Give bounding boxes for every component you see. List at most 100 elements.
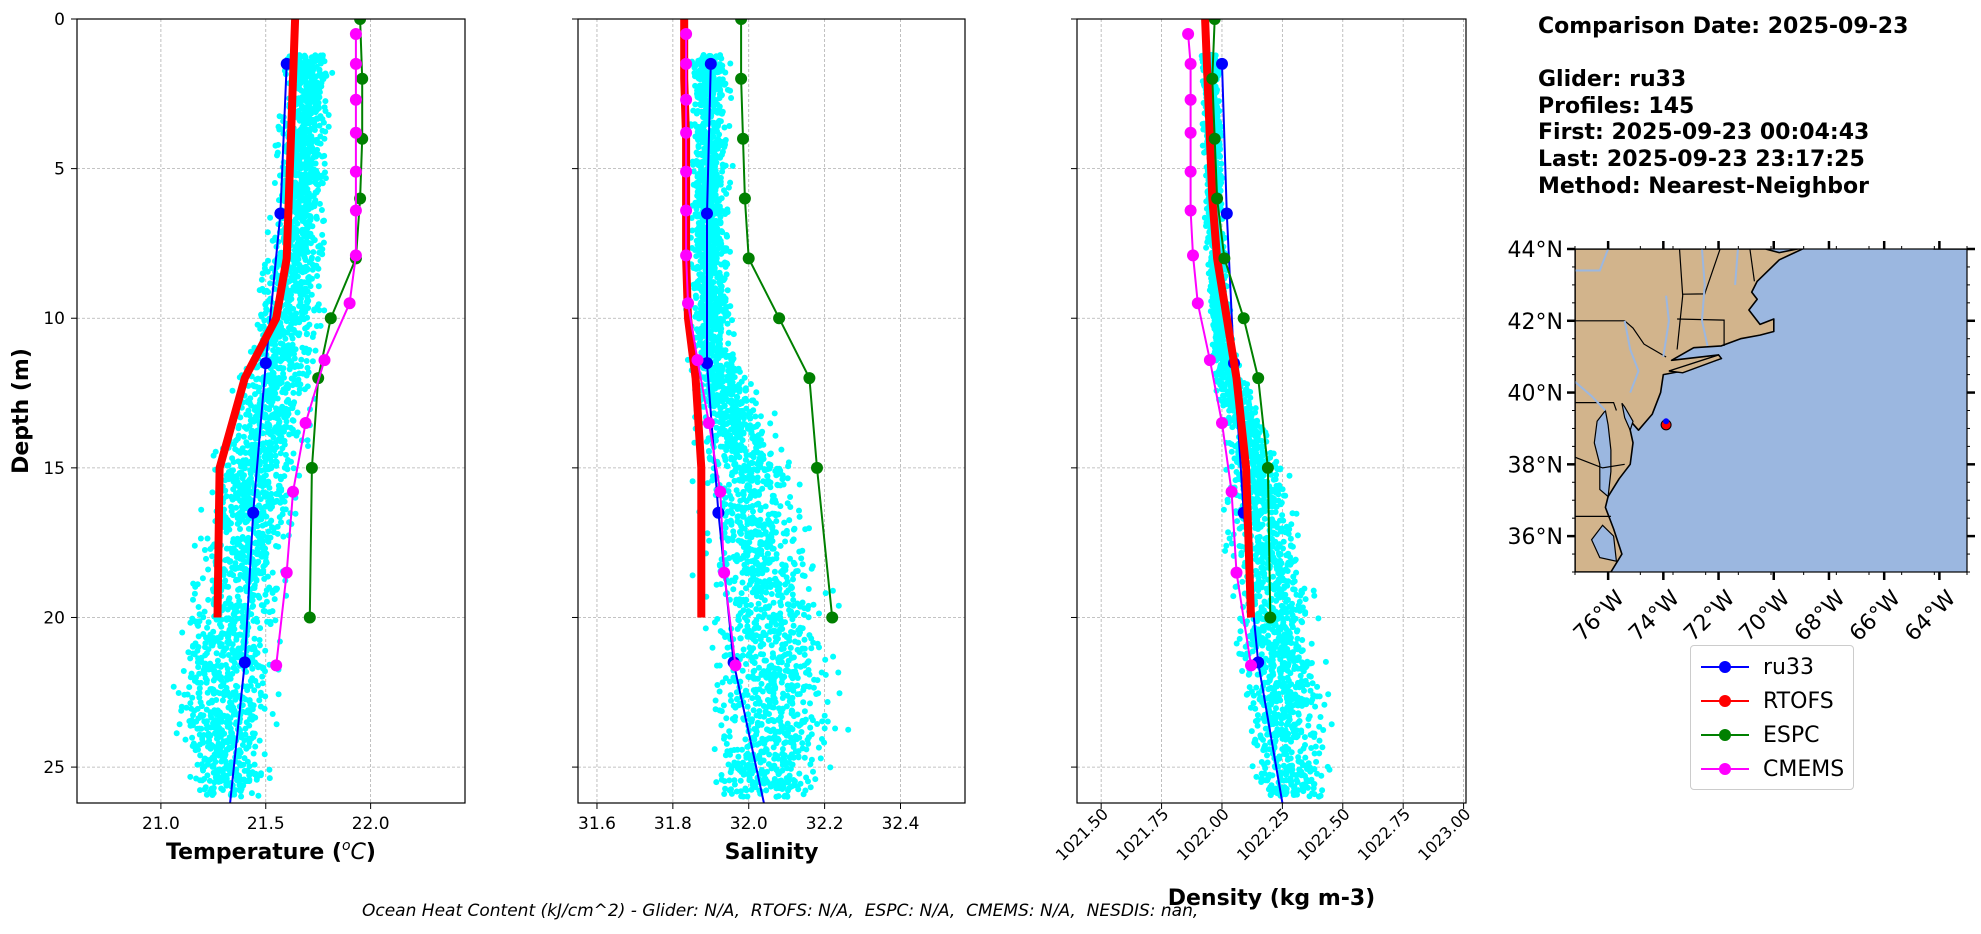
scatter-point [315, 105, 322, 112]
scatter-point [819, 718, 826, 725]
scatter-point [239, 623, 246, 630]
scatter-point [303, 87, 310, 93]
scatter-point [220, 652, 227, 659]
scatter-point [305, 197, 312, 204]
scatter-point [244, 399, 251, 406]
scatter-point [743, 498, 750, 505]
scatter-point [236, 513, 243, 520]
scatter-point [822, 671, 829, 678]
scatter-point [804, 736, 811, 743]
scatter-point [716, 278, 723, 285]
scatter-point [737, 529, 743, 536]
scatter-point [711, 746, 718, 753]
scatter-point [195, 664, 202, 671]
scatter-point [227, 770, 234, 777]
scatter-point [278, 433, 285, 440]
scatter-point [731, 477, 738, 484]
scatter-point [281, 344, 288, 351]
scatter-point [277, 249, 284, 256]
scatter-point [297, 210, 304, 217]
scatter-point [764, 623, 771, 630]
scatter-point [736, 381, 742, 388]
scatter-point [799, 740, 806, 747]
scatter-point [740, 607, 747, 614]
scatter-point [261, 466, 268, 473]
scatter-point [227, 622, 234, 629]
scatter-point [296, 86, 303, 93]
scatter-point [329, 69, 336, 76]
scatter-point [237, 536, 244, 543]
scatter-point [719, 679, 726, 686]
scatter-point [268, 458, 275, 465]
scatter-point [810, 768, 816, 775]
scatter-point [256, 551, 262, 558]
scatter-point [763, 481, 770, 488]
scatter-point [749, 520, 756, 527]
scatter-point [709, 333, 716, 340]
scatter-point [306, 128, 313, 135]
scatter-point [230, 486, 237, 493]
scatter-point [805, 614, 812, 621]
scatter-point [727, 303, 734, 310]
scatter-point [264, 268, 271, 275]
scatter-point [242, 512, 249, 519]
scatter-point [787, 644, 794, 651]
scatter-point [280, 386, 287, 393]
scatter-point [306, 110, 313, 117]
scatter-point [269, 524, 275, 531]
scatter-point [266, 484, 273, 491]
scatter-point [176, 721, 183, 728]
scatter-point [692, 101, 699, 108]
scatter-point [245, 407, 252, 414]
scatter-point [725, 537, 731, 544]
scatter-point [249, 382, 256, 389]
scatter-point [273, 721, 280, 728]
scatter-point [267, 503, 274, 510]
scatter-point [216, 669, 222, 676]
scatter-point [714, 682, 721, 688]
scatter-point [265, 480, 272, 486]
scatter-point [771, 568, 778, 575]
x-tick-label: 22.0 [352, 814, 390, 834]
scatter-point [767, 420, 774, 427]
scatter-point [240, 782, 247, 789]
scatter-point [300, 309, 307, 316]
scatter-point [214, 735, 220, 742]
scatter-point [725, 184, 732, 191]
y-tick-label: 20 [43, 608, 65, 628]
scatter-point [734, 506, 741, 512]
scatter-point [214, 717, 221, 724]
scatter-point [237, 526, 243, 532]
scatter-point [207, 660, 214, 667]
scatter-point [250, 617, 257, 624]
scatter-point [294, 409, 301, 416]
scatter-point [271, 395, 278, 401]
scatter-point [197, 752, 204, 759]
scatter-point [263, 558, 269, 565]
scatter-point [814, 721, 821, 727]
scatter-point [310, 249, 317, 256]
scatter-point [258, 770, 264, 777]
scatter-point [256, 637, 263, 643]
scatter-point [723, 715, 730, 722]
scatter-point [187, 655, 194, 662]
scatter-point [269, 412, 275, 419]
scatter-point [256, 642, 263, 649]
scatter-point [764, 584, 770, 591]
scatter-point [239, 447, 245, 453]
scatter-point [689, 572, 696, 579]
scatter-point [280, 533, 287, 540]
series-point-cmems [270, 659, 283, 672]
x-axis-label: Temperature (oC) [166, 838, 376, 865]
scatter-point [771, 665, 778, 672]
scatter-point [292, 510, 299, 517]
scatter-point [298, 278, 305, 285]
scatter-point [268, 517, 275, 524]
scatter-point [791, 778, 798, 785]
scatter-point [248, 611, 255, 618]
scatter-point [806, 683, 813, 690]
scatter-point [757, 413, 764, 420]
scatter-point [727, 692, 734, 699]
scatter-point [301, 52, 308, 59]
scatter-point [766, 751, 773, 758]
